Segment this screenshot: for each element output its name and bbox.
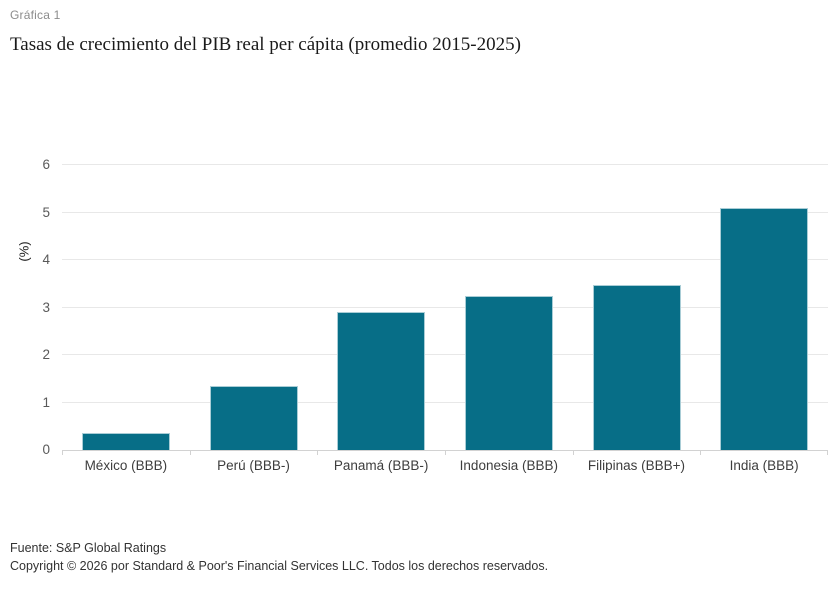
x-category-label: Filipinas (BBB+) bbox=[587, 458, 686, 473]
x-tick-mark bbox=[190, 450, 191, 455]
y-tick-label-4: 4 bbox=[42, 252, 50, 267]
gridline-y-1 bbox=[62, 401, 828, 403]
x-tick-mark bbox=[317, 450, 318, 455]
x-tick-mark bbox=[827, 450, 828, 455]
x-tick-mark bbox=[573, 450, 574, 455]
x-tick-mark bbox=[62, 450, 63, 455]
bar-Panamá (BBB-) bbox=[337, 312, 426, 450]
bar-Filipinas (BBB+) bbox=[592, 284, 681, 450]
x-tick-mark bbox=[700, 450, 701, 455]
source-note: Fuente: S&P Global Ratings bbox=[10, 541, 167, 555]
y-axis: 0 1 2 3 4 5 6 bbox=[0, 157, 56, 457]
chart-kicker: Gráfica 1 bbox=[10, 8, 61, 22]
gridline-y-3 bbox=[62, 306, 828, 308]
copyright-note: Copyright © 2026 por Standard & Poor's F… bbox=[10, 559, 549, 573]
x-axis: México (BBB) Perú (BBB-) Panamá (BBB-) Indo… bbox=[62, 458, 828, 478]
bar-Perú (BBB-) bbox=[209, 385, 298, 450]
bar-Indonesia (BBB) bbox=[464, 295, 553, 450]
y-tick-label-6: 6 bbox=[42, 157, 50, 172]
y-tick-label-2: 2 bbox=[42, 347, 50, 362]
x-category-label: México (BBB) bbox=[84, 458, 168, 473]
y-tick-label-0: 0 bbox=[42, 442, 50, 457]
gridline-y-2 bbox=[62, 354, 828, 355]
y-tick-label-1: 1 bbox=[42, 394, 50, 410]
x-category-label: Indonesia (BBB) bbox=[459, 458, 558, 473]
gridline-y-4 bbox=[62, 259, 828, 260]
x-tick-mark bbox=[445, 450, 446, 455]
chart-footer: Fuente: S&P Global Ratings Copyright © 2… bbox=[10, 539, 548, 575]
y-tick-label-5: 5 bbox=[42, 204, 50, 220]
chart-title: Tasas de crecimiento del PIB real per cá… bbox=[10, 34, 521, 55]
gridline-y-6 bbox=[62, 164, 828, 165]
x-category-label: Panamá (BBB-) bbox=[333, 458, 429, 473]
x-category-label: India (BBB) bbox=[729, 458, 799, 473]
bar-chart-plot-area bbox=[62, 164, 828, 455]
gridline-y-5 bbox=[62, 211, 828, 213]
x-category-label: Perú (BBB-) bbox=[217, 458, 290, 473]
bar-México (BBB) bbox=[81, 433, 170, 450]
bar-India (BBB) bbox=[720, 207, 809, 450]
y-tick-label-3: 3 bbox=[42, 299, 50, 315]
y-axis-title: (%) bbox=[16, 241, 32, 262]
